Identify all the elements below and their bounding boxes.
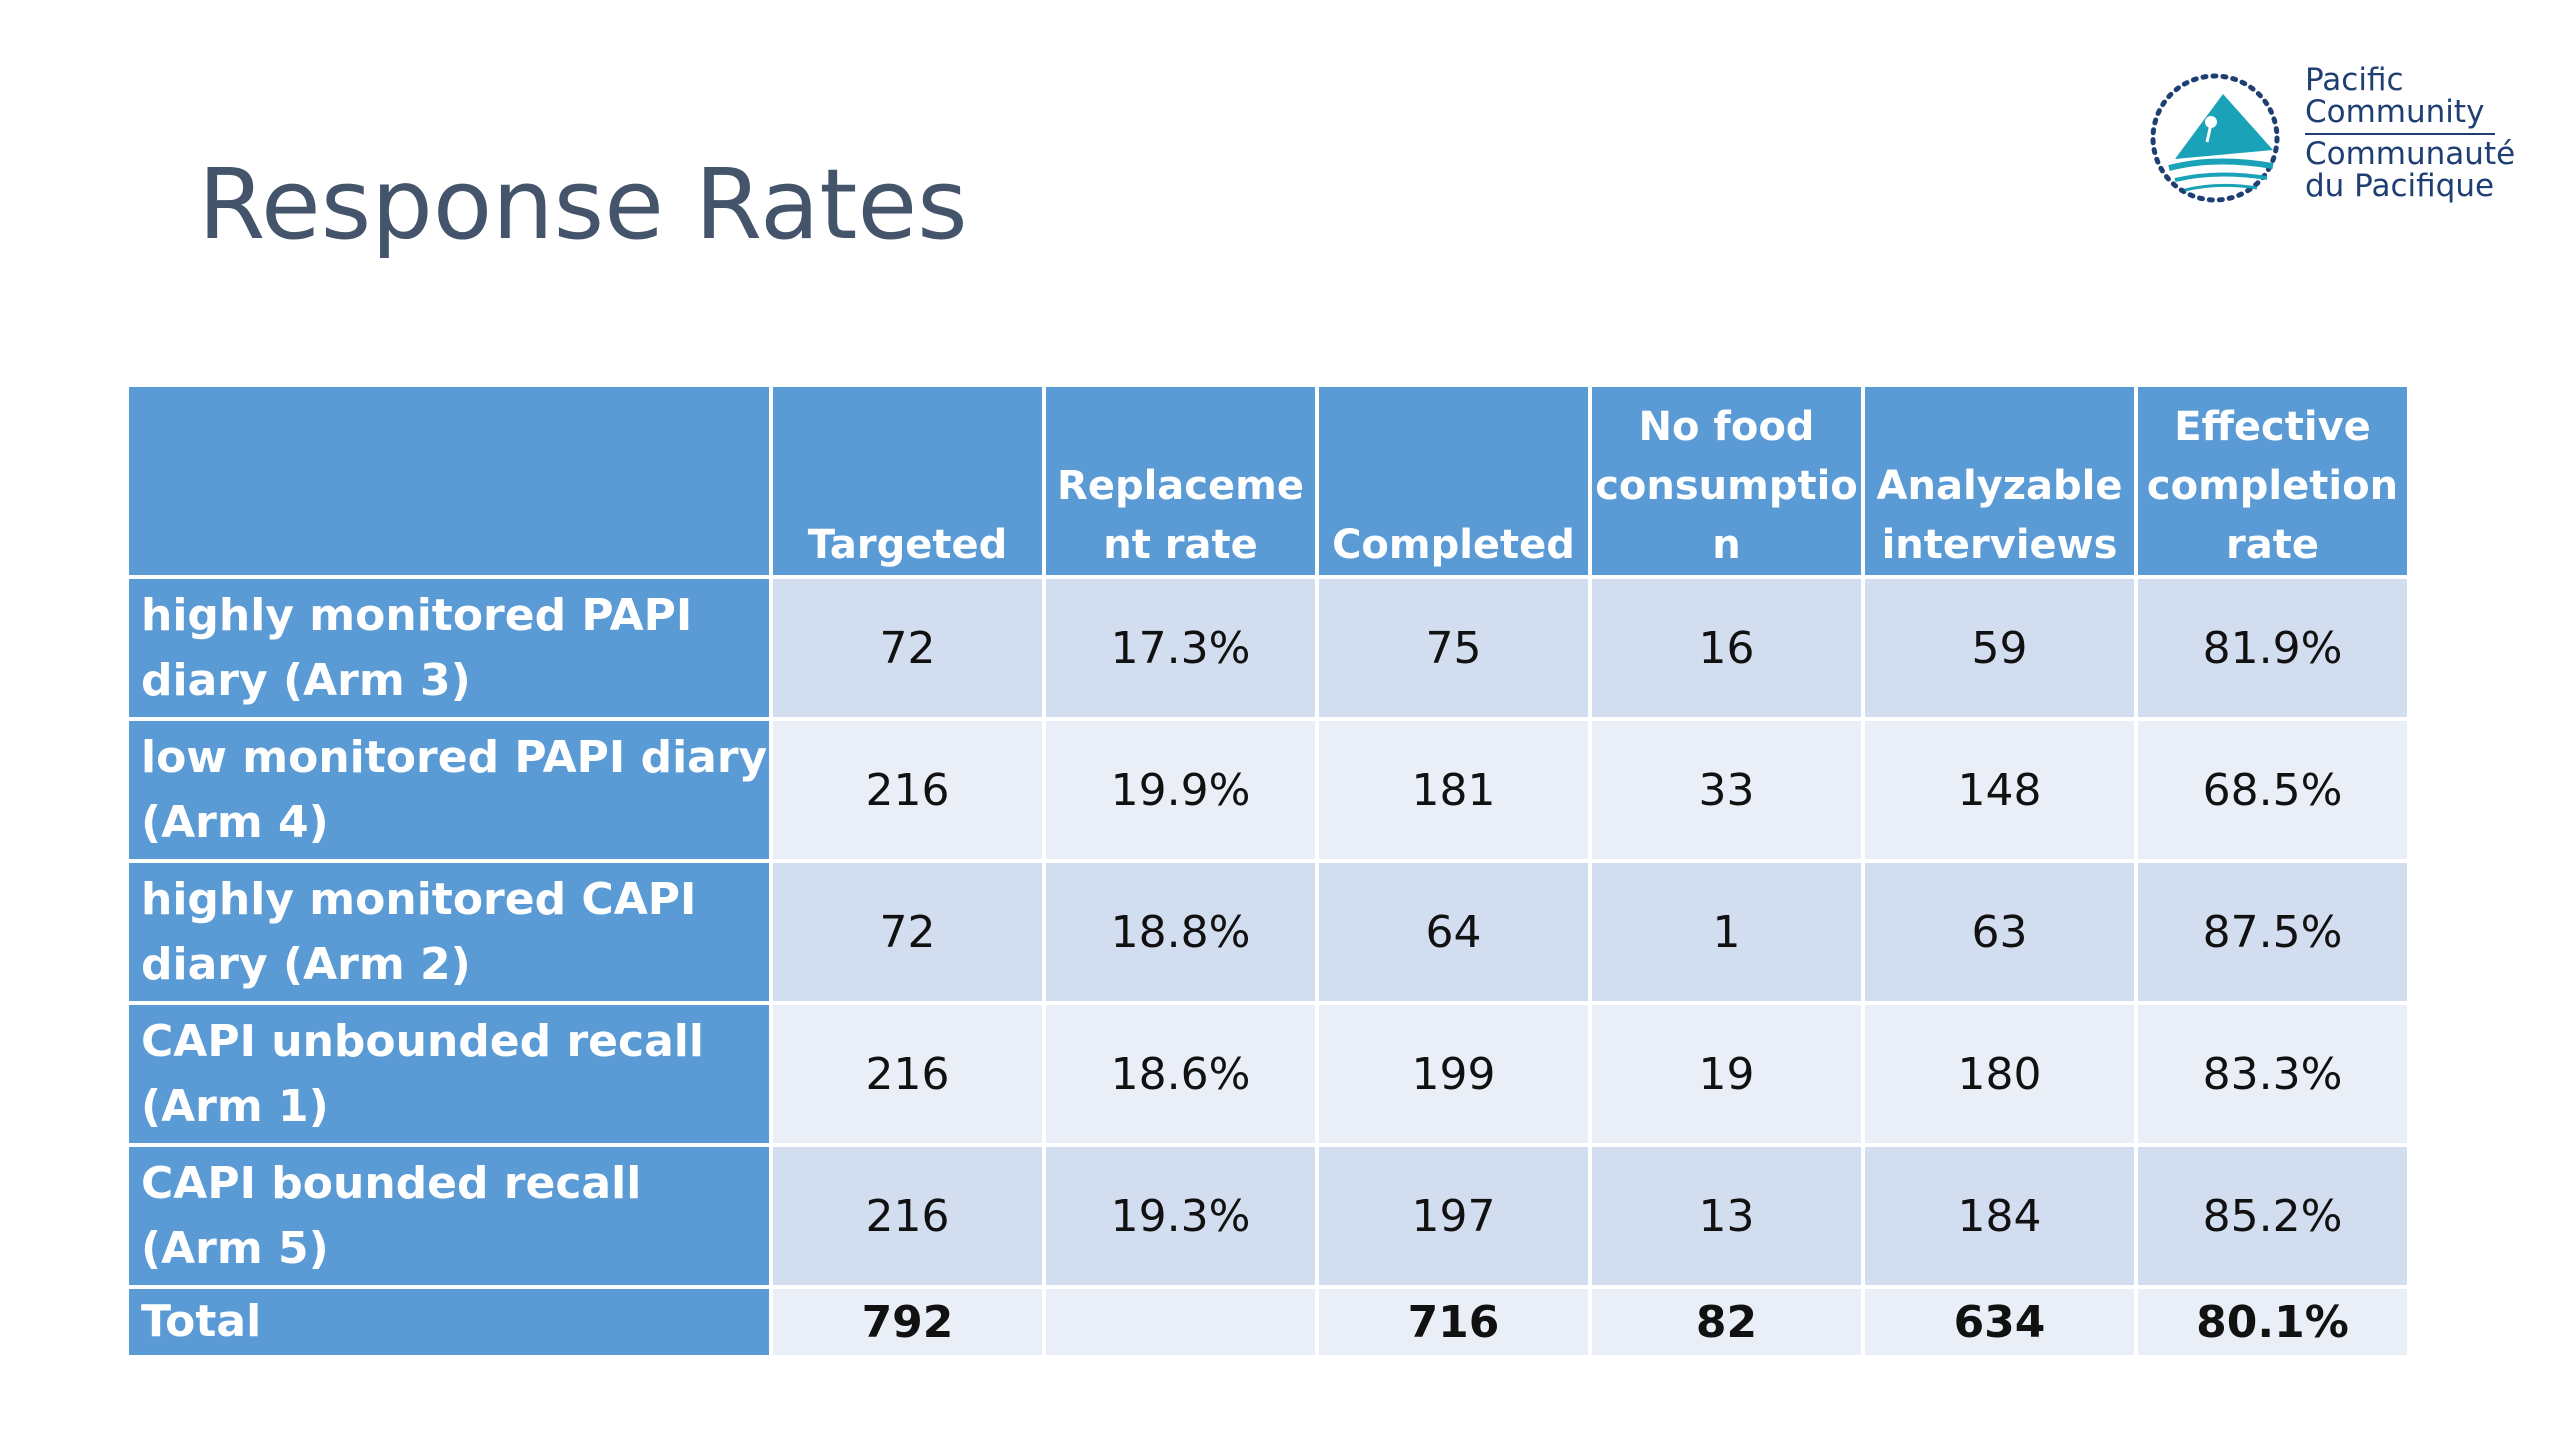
cell-completed: 199 <box>1319 1005 1588 1143</box>
logo-wordmark: Pacific Community Communauté du Pacifiqu… <box>2305 62 2516 204</box>
row-label: CAPI unbounded recall (Arm 1) <box>129 1005 769 1143</box>
cell-analyzable: 59 <box>1865 579 2134 717</box>
slide-title: Response Rates <box>198 148 968 261</box>
cell-analyzable: 180 <box>1865 1005 2134 1143</box>
cell-no-food: 33 <box>1592 721 1861 859</box>
header-analyzable-interviews: Analyzable interviews <box>1865 387 2134 575</box>
logo-line-community: Community <box>2305 94 2485 130</box>
total-label: Total <box>129 1289 769 1355</box>
cell-effective-rate: 85.2% <box>2138 1147 2407 1285</box>
cell-effective-rate: 68.5% <box>2138 721 2407 859</box>
logo-line-communaute: Communauté <box>2305 136 2516 172</box>
response-rates-table: Targeted Replaceme nt rate Completed No … <box>125 383 2411 1359</box>
cell-effective-rate: 81.9% <box>2138 579 2407 717</box>
table-row: CAPI unbounded recall (Arm 1) 216 18.6% … <box>129 1005 2407 1143</box>
cell-completed: 197 <box>1319 1147 1588 1285</box>
cell-targeted: 72 <box>773 863 1042 1001</box>
pacific-community-logo: Pacific Community Communauté du Pacifiqu… <box>2145 62 2516 219</box>
cell-no-food: 1 <box>1592 863 1861 1001</box>
row-label: highly monitored CAPI diary (Arm 2) <box>129 863 769 1001</box>
cell-replacement-rate: 19.9% <box>1046 721 1315 859</box>
cell-analyzable: 63 <box>1865 863 2134 1001</box>
logo-line-pacific: Pacific <box>2305 62 2404 98</box>
cell-no-food: 19 <box>1592 1005 1861 1143</box>
logo-divider <box>2305 133 2495 135</box>
logo-line-du-pacifique: du Pacifique <box>2305 168 2495 204</box>
cell-replacement-rate: 18.8% <box>1046 863 1315 1001</box>
cell-replacement-rate: 19.3% <box>1046 1147 1315 1285</box>
cell-targeted: 72 <box>773 579 1042 717</box>
cell-effective-rate: 83.3% <box>2138 1005 2407 1143</box>
cell-no-food: 13 <box>1592 1147 1861 1285</box>
cell-targeted: 216 <box>773 1005 1042 1143</box>
header-targeted: Targeted <box>773 387 1042 575</box>
table-row: highly monitored CAPI diary (Arm 2) 72 1… <box>129 863 2407 1001</box>
logo-emblem-icon <box>2150 73 2280 203</box>
header-completed: Completed <box>1319 387 1588 575</box>
total-replacement-rate <box>1046 1289 1315 1355</box>
cell-completed: 75 <box>1319 579 1588 717</box>
table-header-row: Targeted Replaceme nt rate Completed No … <box>129 387 2407 575</box>
cell-completed: 64 <box>1319 863 1588 1001</box>
row-label: highly monitored PAPI diary (Arm 3) <box>129 579 769 717</box>
cell-analyzable: 148 <box>1865 721 2134 859</box>
cell-analyzable: 184 <box>1865 1147 2134 1285</box>
cell-targeted: 216 <box>773 1147 1042 1285</box>
total-analyzable: 634 <box>1865 1289 2134 1355</box>
cell-replacement-rate: 17.3% <box>1046 579 1315 717</box>
header-replacement-rate: Replaceme nt rate <box>1046 387 1315 575</box>
cell-replacement-rate: 18.6% <box>1046 1005 1315 1143</box>
cell-no-food: 16 <box>1592 579 1861 717</box>
table-row: low monitored PAPI diary (Arm 4) 216 19.… <box>129 721 2407 859</box>
table-total-row: Total 792 716 82 634 80.1% <box>129 1289 2407 1355</box>
cell-completed: 181 <box>1319 721 1588 859</box>
total-effective-rate: 80.1% <box>2138 1289 2407 1355</box>
total-completed: 716 <box>1319 1289 1588 1355</box>
header-blank <box>129 387 769 575</box>
table-row: highly monitored PAPI diary (Arm 3) 72 1… <box>129 579 2407 717</box>
header-no-food-consumption: No food consumptio n <box>1592 387 1861 575</box>
header-effective-completion-rate: Effective completion rate <box>2138 387 2407 575</box>
total-targeted: 792 <box>773 1289 1042 1355</box>
row-label: low monitored PAPI diary (Arm 4) <box>129 721 769 859</box>
cell-targeted: 216 <box>773 721 1042 859</box>
table-row: CAPI bounded recall (Arm 5) 216 19.3% 19… <box>129 1147 2407 1285</box>
row-label: CAPI bounded recall (Arm 5) <box>129 1147 769 1285</box>
total-no-food: 82 <box>1592 1289 1861 1355</box>
cell-effective-rate: 87.5% <box>2138 863 2407 1001</box>
